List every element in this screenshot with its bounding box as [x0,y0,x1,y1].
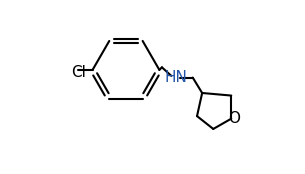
Text: Cl: Cl [71,65,86,80]
Text: HN: HN [164,70,187,85]
Text: O: O [228,111,240,126]
